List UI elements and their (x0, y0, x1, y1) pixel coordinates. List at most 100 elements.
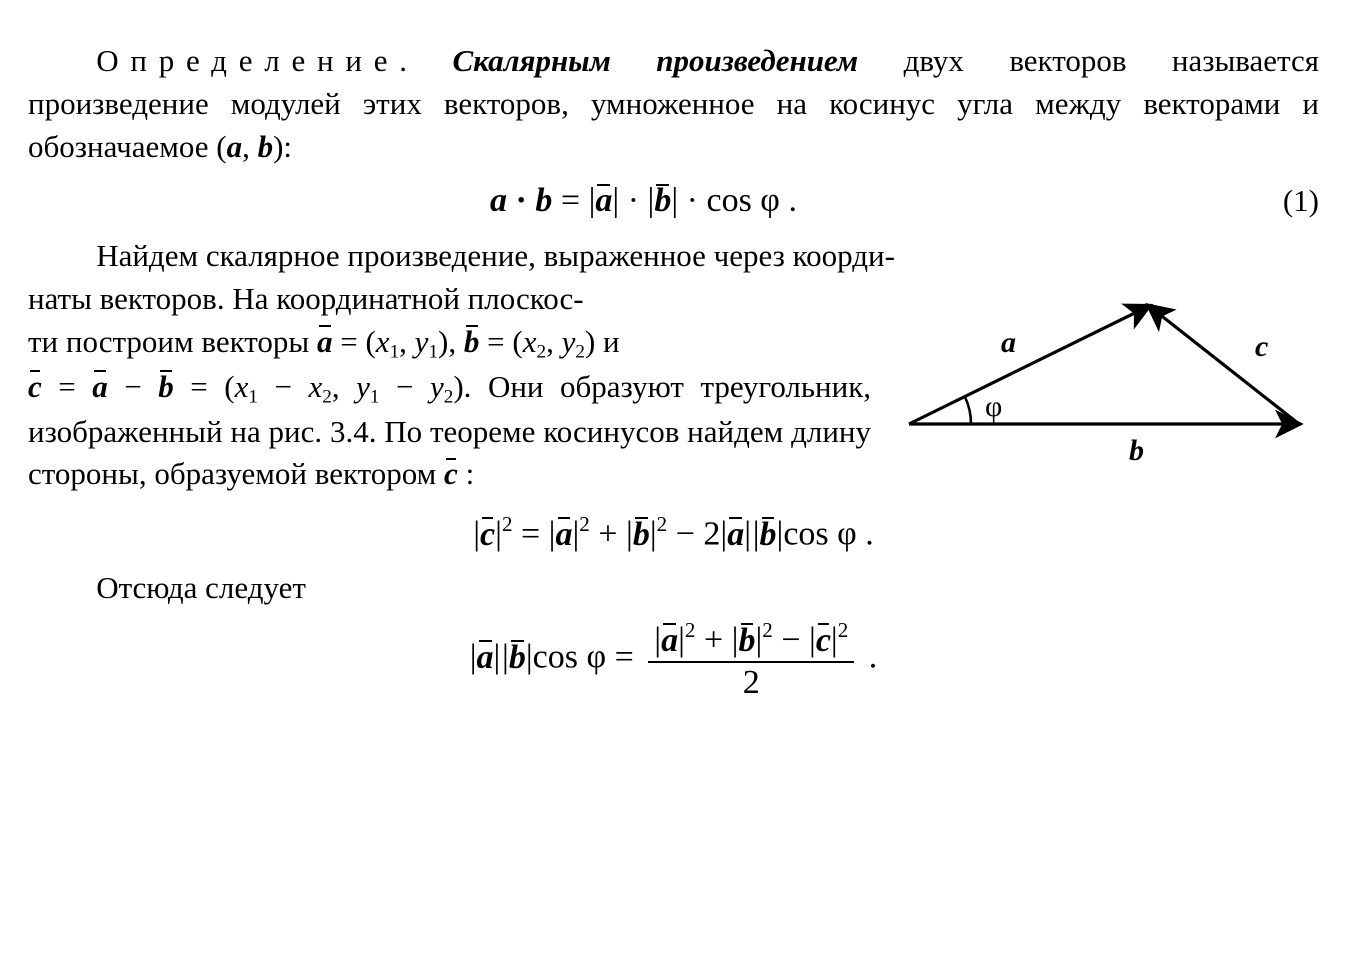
plus: + (590, 516, 626, 553)
text: − (108, 369, 159, 404)
var-y: y (430, 369, 444, 404)
text: , (332, 369, 356, 404)
text: ), (438, 324, 464, 359)
text: = ( (332, 324, 375, 359)
vec-a: a (727, 518, 744, 552)
sq: 2 (685, 618, 696, 642)
equation-3: |a||b|cos φ = |a|2 + |b|2 − |c|2 2 . (28, 619, 1319, 700)
text: ) и (585, 324, 620, 359)
text: − (379, 369, 430, 404)
sub-1: 1 (248, 386, 258, 407)
equation-1-row: a · b = |a| · |b| · cos φ . (1) (28, 178, 1319, 225)
vec-b: b (158, 371, 174, 402)
text: = (42, 369, 93, 404)
vec-b: b (464, 326, 480, 357)
vec-a: a (555, 518, 572, 552)
text: наты векторов. На координатной плоскос (28, 281, 573, 316)
abs-bar: | (526, 639, 533, 676)
sub-2: 2 (536, 341, 546, 362)
vec-c: c (816, 624, 831, 658)
vec-a: a (477, 641, 494, 675)
vec-b: b (760, 518, 777, 552)
vec-c: c (28, 371, 42, 402)
period: . (860, 639, 877, 676)
definition-paragraph: Определение. Скалярным произведением дву… (28, 40, 1319, 168)
abs-bar: | (654, 622, 661, 659)
equals: = (606, 639, 642, 676)
abs-bar: | (732, 622, 739, 659)
sq: 2 (657, 512, 668, 536)
sq: 2 (762, 618, 773, 642)
vec-c: c (444, 458, 458, 489)
abs-bar: | (473, 516, 480, 553)
fraction-denominator: 2 (648, 663, 854, 701)
sub-2: 2 (322, 386, 332, 407)
abs-bar: | (495, 516, 502, 553)
vec-b: b (633, 518, 650, 552)
abs-bar: | (744, 516, 751, 553)
angle-arc (965, 397, 971, 424)
vec-a: a (595, 184, 612, 218)
triangle-figure: a b c φ (889, 284, 1319, 464)
para2-lead: Найдем скалярное произведение, выраженно… (28, 235, 1319, 278)
equation-1-number: (1) (1259, 180, 1319, 223)
period: . (857, 516, 874, 553)
abs-bar: | (494, 639, 501, 676)
text: , (242, 129, 258, 164)
text: ): (273, 129, 292, 164)
eq1-a: a (490, 182, 507, 219)
abs-bar: | (753, 516, 760, 553)
cos-phi: cos φ (706, 182, 779, 219)
fraction-numerator: |a|2 + |b|2 − |c|2 (648, 619, 854, 662)
var-y: y (415, 324, 429, 359)
text: ти построим векторы (28, 324, 317, 359)
text: . (399, 43, 452, 78)
abs-bar: | (502, 639, 509, 676)
definition-word: Определение (96, 43, 399, 78)
text: , (399, 324, 415, 359)
edge-c (1149, 306, 1299, 424)
abs-bar: | (671, 182, 678, 219)
period: . (780, 182, 797, 219)
fraction: |a|2 + |b|2 − |c|2 2 (648, 619, 854, 700)
sub-2: 2 (575, 341, 585, 362)
text: ). (453, 369, 471, 404)
equation-2: |c|2 = |a|2 + |b|2 − 2|a||b|cos φ . (28, 510, 1319, 559)
sub-1: 1 (390, 341, 400, 362)
minus2: − 2 (667, 516, 720, 553)
abs-bar: | (589, 182, 596, 219)
triangle-svg: a b c φ (889, 284, 1319, 464)
text: , (546, 324, 562, 359)
equation-1: a · b = |a| · |b| · cos φ . (28, 178, 1259, 225)
eq1-b: b (535, 182, 552, 219)
var-a: a (227, 129, 243, 164)
dot-icon: · (516, 182, 527, 219)
label-phi: φ (985, 390, 1002, 423)
var-x: x (376, 324, 390, 359)
cos-phi: cos φ (533, 639, 606, 676)
abs-bar: | (612, 182, 619, 219)
equals: = (561, 182, 589, 219)
label-a: a (1001, 326, 1016, 359)
sub-1: 1 (428, 341, 438, 362)
var-x: x (523, 324, 537, 359)
sq: 2 (502, 512, 513, 536)
text: : (458, 456, 474, 491)
vec-c: c (480, 518, 495, 552)
sq: 2 (579, 512, 590, 536)
abs-bar: | (648, 182, 655, 219)
cos-phi: cos φ (783, 516, 856, 553)
var-y: y (562, 324, 576, 359)
abs-bar: | (809, 622, 816, 659)
dot-icon: · (687, 182, 698, 219)
vec-b: b (509, 641, 526, 675)
var-x: x (308, 369, 322, 404)
label-c: c (1255, 330, 1268, 363)
abs-bar: | (650, 516, 657, 553)
text: Найдем скалярное произведение, выраженно… (96, 238, 884, 273)
dot-icon: · (628, 182, 639, 219)
edge-a (909, 306, 1149, 424)
definition-term: Скалярным произведением (452, 43, 858, 78)
text: = ( (479, 324, 522, 359)
text: Они образуют тре (471, 369, 742, 404)
